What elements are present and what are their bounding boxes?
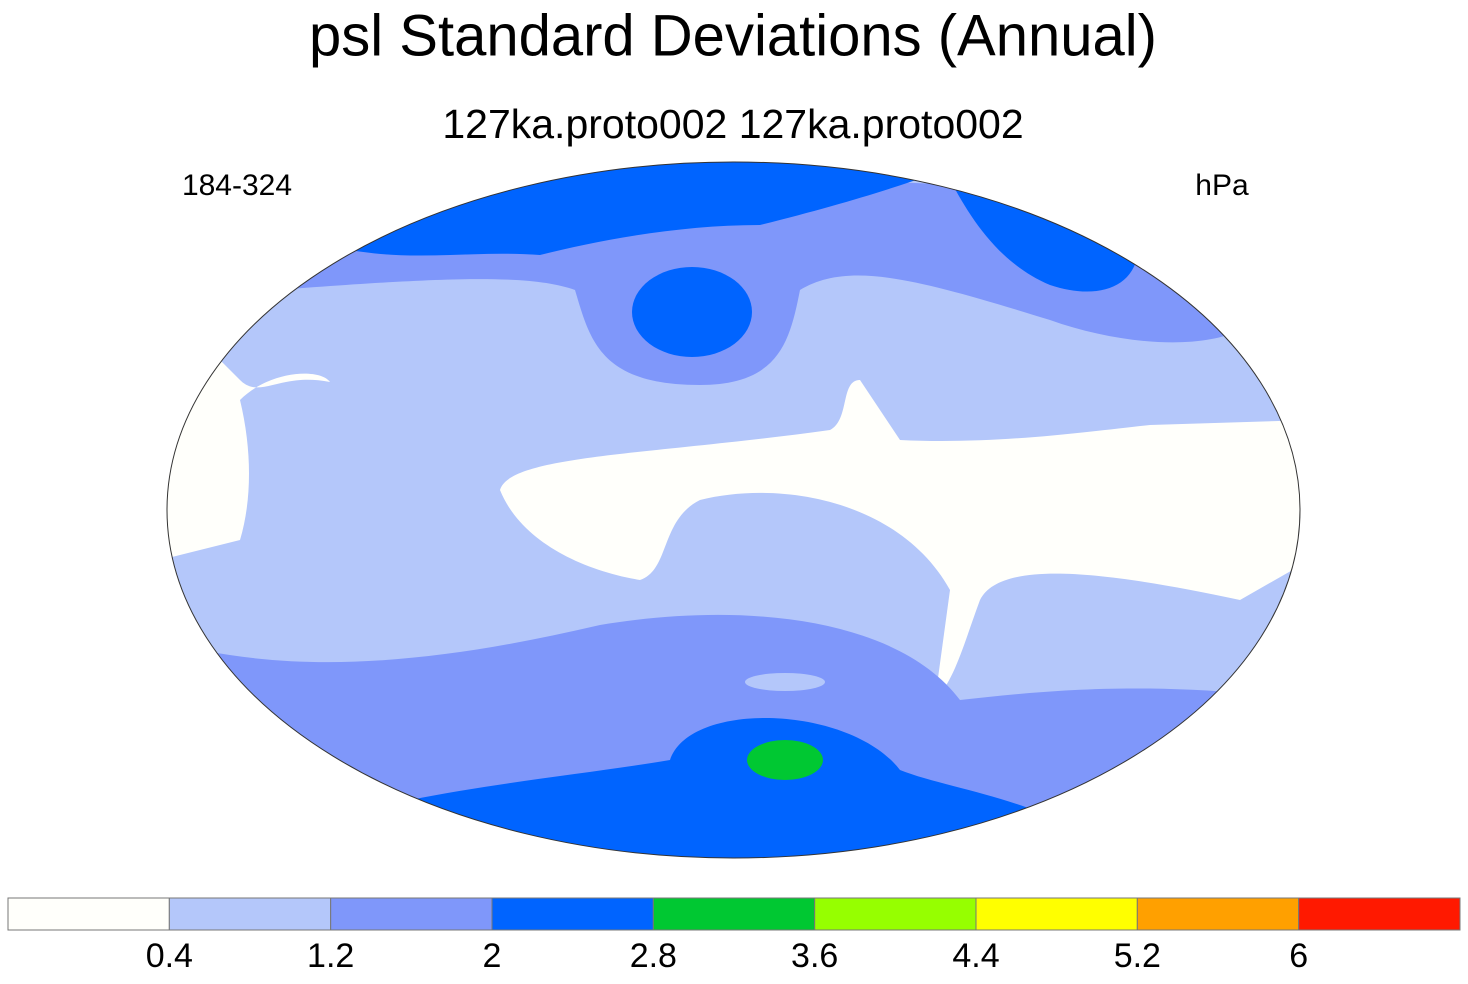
colorbar-label: 0.4 (146, 937, 193, 975)
colorbar-box (7, 897, 170, 931)
colorbar-label: 2 (483, 937, 502, 975)
colorbar-label: 3.6 (791, 937, 838, 975)
colorbar-box (330, 897, 493, 931)
colorbar-box (491, 897, 654, 931)
colorbar-box (1298, 897, 1461, 931)
contour-region (747, 740, 823, 780)
contour-region (745, 673, 825, 691)
units-label: hPa (1195, 169, 1249, 202)
colorbar-box (1136, 897, 1300, 931)
contour-region (632, 267, 752, 357)
map (167, 162, 1300, 858)
colorbar-box (168, 897, 332, 931)
colorbar-label: 2.8 (630, 937, 677, 975)
colorbar-label: 4.4 (952, 937, 999, 975)
colorbar-box (814, 897, 977, 931)
contour-region (500, 380, 1300, 700)
colorbar-box (652, 897, 816, 931)
colorbar-box (975, 897, 1138, 931)
colorbar-label: 1.2 (307, 937, 354, 975)
colorbar: 0.4 1.2 2 2.8 3.6 4.4 5.2 6 (7, 897, 1461, 975)
subtitle: 127ka.proto002 127ka.proto002 (442, 101, 1023, 147)
title: psl Standard Deviations (Annual) (309, 3, 1157, 68)
colorbar-label: 5.2 (1114, 937, 1161, 975)
period-label: 184-324 (182, 169, 292, 202)
colorbar-label: 6 (1289, 937, 1308, 975)
map-outline (166, 161, 1301, 859)
